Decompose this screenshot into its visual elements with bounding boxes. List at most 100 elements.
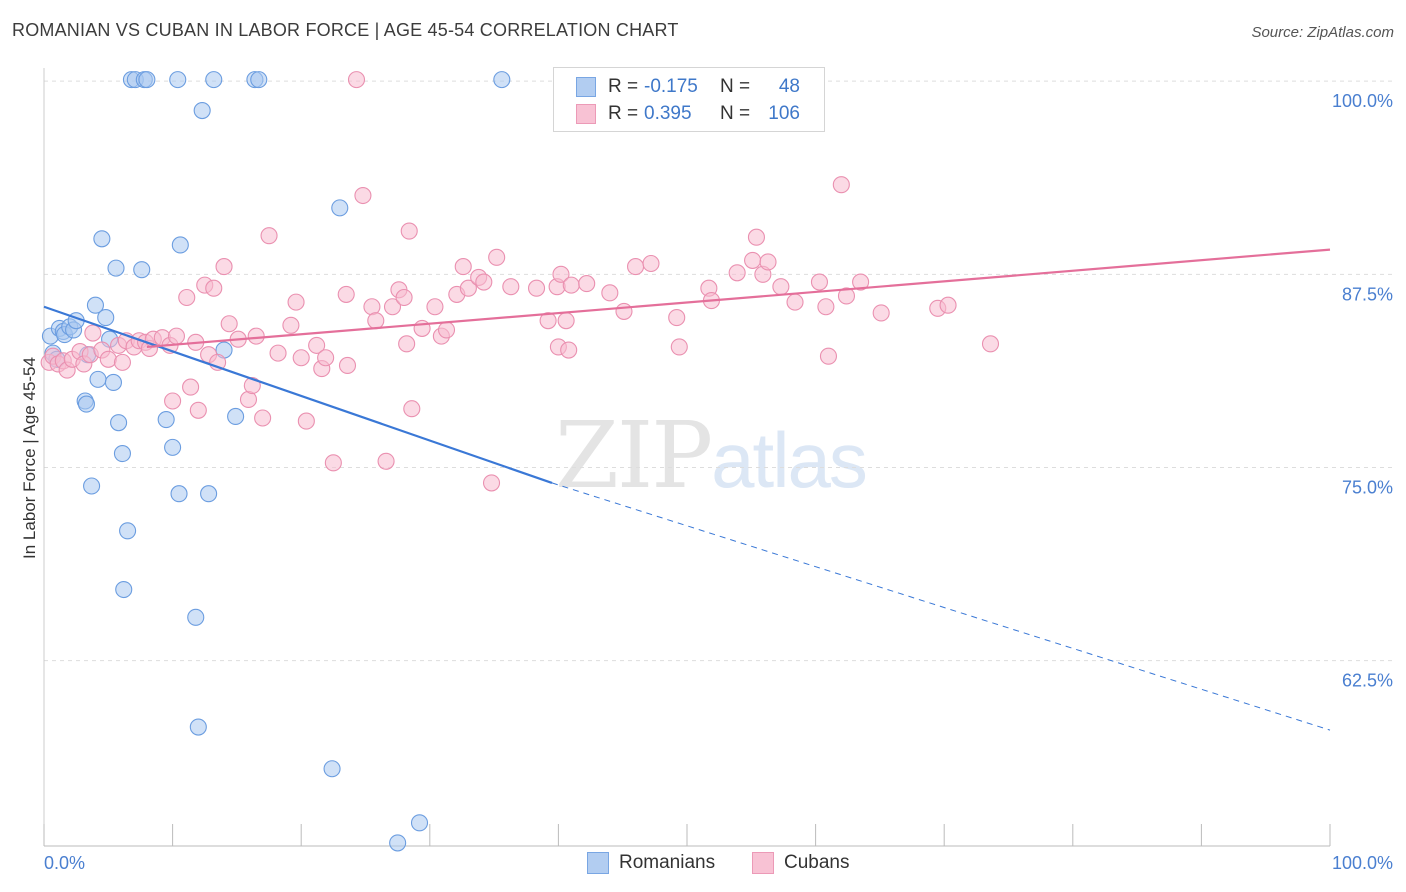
- romanian-point: [227, 407, 245, 426]
- cuban-point: [287, 293, 305, 311]
- series-legend: Romanians Cubans: [0, 852, 1406, 878]
- cuban-point: [615, 302, 633, 320]
- cuban-point: [557, 312, 575, 330]
- chart-title: ROMANIAN VS CUBAN IN LABOR FORCE | AGE 4…: [12, 20, 679, 40]
- cuban-point: [84, 324, 102, 342]
- cuban-point: [668, 309, 686, 327]
- cuban-point: [308, 336, 326, 354]
- cuban-point: [832, 176, 850, 194]
- cuban-point: [502, 278, 520, 296]
- y-tick-label: 100.0%: [1332, 91, 1393, 111]
- cuban-point: [817, 298, 835, 316]
- cuban-point: [167, 327, 186, 345]
- cuban-point: [403, 400, 421, 418]
- cuban-point: [317, 349, 335, 367]
- cuban-point: [475, 273, 493, 291]
- cuban-point: [527, 279, 546, 297]
- romanian-point: [89, 370, 107, 388]
- romanian-point: [410, 814, 429, 832]
- cuban-point: [395, 288, 413, 307]
- romanian-point: [113, 444, 131, 463]
- cuban-point: [338, 356, 357, 375]
- cuban-point: [744, 251, 762, 269]
- cuban-point: [488, 248, 506, 266]
- source-label: Source: ZipAtlas.com: [1251, 24, 1394, 41]
- cuban-point: [178, 288, 196, 307]
- romanians-points: [41, 71, 511, 852]
- cuban-point: [786, 293, 804, 311]
- romanian-point: [170, 485, 188, 503]
- cuban-point: [182, 378, 200, 396]
- cuban-point: [400, 222, 418, 240]
- romanian-point: [138, 71, 156, 89]
- legend-n-value: 106: [768, 103, 800, 124]
- romanian-point: [193, 101, 211, 120]
- cuban-point: [819, 347, 838, 365]
- cuban-point: [670, 338, 688, 356]
- cuban-point: [939, 296, 957, 314]
- cuban-point: [398, 335, 416, 353]
- romanian-point: [187, 608, 205, 626]
- cuban-point: [367, 312, 385, 330]
- cuban-point: [459, 279, 477, 297]
- x-tick-label-min: 0.0%: [44, 853, 85, 873]
- trend-lines: [43, 248, 1331, 731]
- y-tick-label: 75.0%: [1342, 477, 1393, 497]
- legend-row-romanians: R = -0.175 N = 48: [576, 74, 800, 100]
- cuban-point: [99, 350, 117, 368]
- cuban-point: [243, 377, 261, 395]
- cuban-point: [437, 321, 456, 339]
- cuban-point: [642, 254, 660, 273]
- cuban-point: [552, 265, 570, 283]
- legend-r-value: -0.175: [644, 76, 698, 97]
- cuban-point: [337, 285, 355, 303]
- romanian-point: [157, 411, 175, 429]
- romanians-legend-label: Romanians: [619, 852, 716, 873]
- y-axis-label: In Labor Force | Age 45-54: [20, 357, 39, 559]
- romanian-point: [250, 71, 268, 89]
- romanian-point: [104, 373, 122, 392]
- cubans-swatch: [576, 104, 596, 124]
- legend-r-label: R =: [608, 76, 639, 97]
- romanians-trend-line: [43, 305, 553, 484]
- romanian-point: [205, 71, 223, 89]
- romanian-point: [110, 414, 128, 432]
- watermark-atlas: atlas: [711, 416, 868, 504]
- legend-item-cubans[interactable]: Cubans: [752, 852, 850, 874]
- cuban-point: [759, 253, 777, 271]
- cuban-point: [482, 474, 501, 492]
- legend-n-label: N =: [720, 103, 751, 124]
- cuban-point: [113, 353, 131, 371]
- cuban-point: [189, 401, 207, 419]
- legend-n-label: N =: [720, 76, 751, 97]
- cubans-points: [40, 71, 1000, 492]
- romanian-point: [331, 199, 349, 217]
- y-tick-label: 87.5%: [1342, 284, 1393, 304]
- x-tick-label-max: 100.0%: [1332, 853, 1393, 873]
- cuban-point: [215, 258, 233, 276]
- legend-item-romanians[interactable]: Romanians: [587, 852, 715, 874]
- legend-row-cubans: R = 0.395 N = 106: [576, 101, 800, 127]
- romanian-point: [189, 718, 207, 736]
- legend-n-value: 48: [778, 76, 800, 97]
- grid-lines: [44, 80, 1394, 662]
- romanians-legend-swatch: [587, 852, 609, 874]
- cuban-point: [247, 327, 265, 345]
- cuban-point: [269, 344, 287, 362]
- romanian-point: [86, 296, 104, 314]
- romanian-point: [97, 309, 115, 327]
- cubans-legend-label: Cubans: [784, 852, 850, 873]
- correlation-legend: R = -0.175 N = 48 R = 0.395 N = 106: [553, 67, 825, 132]
- cuban-point: [205, 279, 223, 297]
- cuban-point: [837, 287, 856, 305]
- cubans-legend-swatch: [752, 852, 774, 874]
- cuban-point: [747, 228, 765, 246]
- romanian-point: [119, 522, 137, 540]
- y-tick-label: 62.5%: [1342, 671, 1393, 691]
- romanian-point: [171, 236, 189, 254]
- romanian-point: [169, 71, 187, 89]
- romanian-point: [323, 760, 341, 778]
- cuban-point: [354, 186, 372, 205]
- cuban-point: [220, 315, 238, 333]
